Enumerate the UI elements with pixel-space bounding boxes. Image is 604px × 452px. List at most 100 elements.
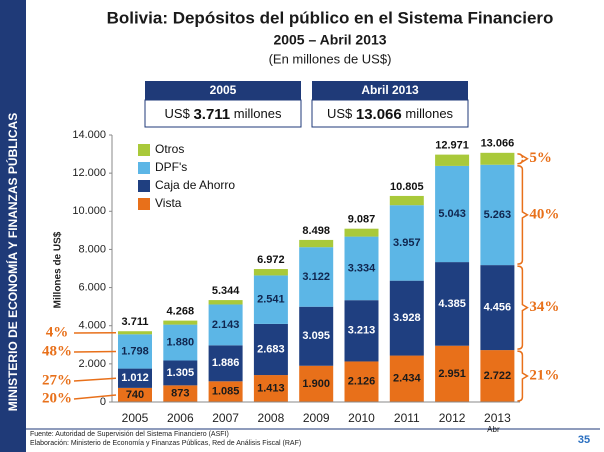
total-label: 6.972: [257, 254, 285, 266]
data-label: 2.722: [484, 370, 512, 382]
y-tick-label: 4.000: [78, 320, 106, 332]
share-label: 4%: [46, 324, 69, 340]
legend-swatch: [138, 180, 150, 192]
box-header: [145, 81, 301, 100]
legend-label: Vista: [155, 196, 182, 210]
bar-segment: [435, 165, 470, 263]
bar-segment: [253, 323, 288, 376]
data-label: 3.095: [302, 330, 330, 342]
legend-swatch: [138, 162, 150, 174]
chart-subtitle: 2005 – Abril 2013: [273, 32, 386, 48]
data-label: 2.951: [438, 368, 466, 380]
box-text: US$ 3.711 millones: [165, 106, 282, 123]
total-label: 13.066: [481, 138, 515, 150]
data-label: 3.928: [393, 312, 421, 324]
y-tick-label: 6.000: [78, 281, 106, 293]
box-suffix: millones: [405, 106, 453, 121]
box-amount: 3.711: [193, 106, 230, 123]
legend-label: DPF's: [155, 160, 187, 174]
unit-note: (En millones de US$): [269, 51, 392, 66]
data-label: 2.541: [257, 294, 285, 306]
bar-segment: [344, 300, 379, 362]
bar-segment: [389, 205, 424, 281]
data-label: 4.385: [438, 298, 466, 310]
x-tick-label: 2011: [394, 411, 420, 425]
legend-label: Otros: [155, 142, 184, 156]
data-label: 5.263: [484, 209, 512, 221]
x-tick-label: 2008: [258, 411, 285, 425]
box-title: 2005: [210, 83, 237, 97]
data-label: 1.900: [302, 378, 330, 390]
bar-segment: [163, 360, 198, 386]
total-label: 10.805: [390, 181, 424, 193]
data-label: 1.012: [121, 372, 149, 384]
share-arrow: [73, 350, 117, 353]
data-label: 3.334: [348, 262, 376, 274]
data-label: 1.880: [167, 336, 195, 348]
total-label: 12.971: [435, 140, 469, 152]
bar-segment: [118, 334, 152, 369]
share-brace: [517, 350, 529, 402]
y-tick-label: 12.000: [72, 167, 106, 179]
bar-segment: [344, 228, 379, 237]
bar-segment: [208, 345, 243, 382]
page-number: 35: [578, 434, 590, 446]
bar-segment: [299, 306, 334, 366]
box-body: [311, 99, 469, 128]
bar-segment: [299, 247, 334, 307]
bar-segment: [163, 324, 198, 361]
total-label: 4.268: [167, 306, 195, 318]
sidebar: [0, 0, 26, 452]
share-label: 40%: [529, 206, 559, 222]
box-title: Abril 2013: [361, 83, 419, 97]
share-label: 34%: [529, 299, 559, 315]
total-label: 8.498: [302, 225, 330, 237]
bar-segment: [163, 385, 198, 402]
bar-segment: [435, 262, 470, 346]
share-brace: [517, 164, 529, 265]
x-tick-label: 2006: [167, 411, 194, 425]
share-brace: [517, 153, 529, 165]
data-label: 873: [171, 388, 189, 400]
data-label: 740: [126, 389, 144, 401]
y-tick-label: 0: [100, 396, 106, 408]
bar-segment: [435, 345, 470, 402]
bar-segment: [208, 381, 243, 402]
y-tick-label: 10.000: [72, 205, 106, 217]
y-tick-label: 8.000: [78, 243, 106, 255]
box-prefix: US$: [327, 106, 353, 121]
total-label: 3.711: [122, 316, 149, 328]
bar-segment: [253, 375, 288, 402]
share-arrow: [73, 377, 117, 382]
bar-segment: [253, 269, 288, 276]
legend-swatch: [138, 198, 150, 210]
box-amount: 13.066: [356, 106, 402, 123]
sidebar-text: MINISTERIO DE ECONOMÍA Y FINANZAS PÚBLIC…: [5, 113, 20, 411]
total-label: 5.344: [212, 285, 240, 297]
bar-segment: [118, 368, 152, 388]
data-label: 1.798: [121, 345, 149, 357]
bar-segment: [389, 280, 424, 356]
bar-segment: [389, 195, 424, 206]
box-prefix: US$: [165, 106, 191, 121]
share-label: 27%: [42, 372, 72, 388]
share-label: 5%: [529, 150, 552, 166]
bar-segment: [344, 236, 379, 301]
bar-segment: [435, 154, 470, 166]
box-header: [312, 81, 468, 100]
box-text: US$ 13.066 millones: [327, 106, 454, 123]
x-tick-label: 2005: [122, 411, 149, 425]
bar-segment: [480, 265, 515, 351]
x-tick-label: 2007: [212, 411, 239, 425]
x-tick-label: 2013: [484, 411, 511, 425]
data-label: 3.122: [302, 271, 330, 283]
bar-segment: [299, 365, 334, 402]
bar-segment: [208, 304, 243, 346]
x-tick-label: 2010: [348, 411, 375, 425]
box-body: [144, 99, 302, 128]
y-tick-label: 2.000: [78, 358, 106, 370]
x-sublabel: Abr: [487, 425, 500, 434]
legend-label: Caja de Ahorro: [155, 178, 235, 192]
data-label: 1.886: [212, 357, 240, 369]
